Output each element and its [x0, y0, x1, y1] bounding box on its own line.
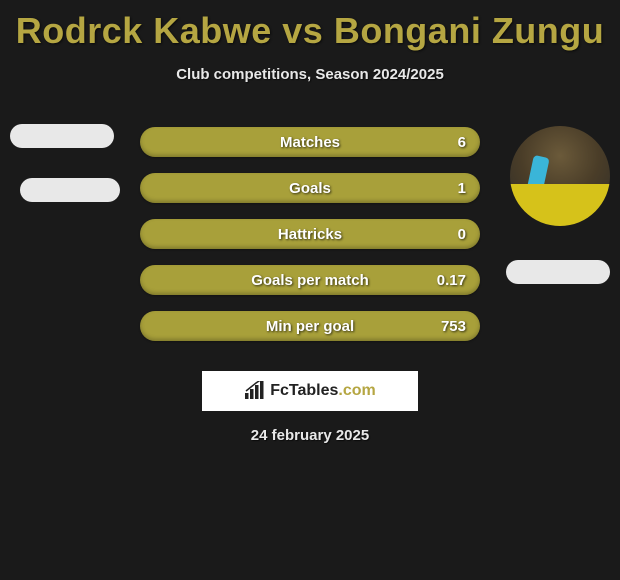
stat-value-right: 1	[458, 180, 466, 197]
chart-icon	[244, 381, 266, 401]
stat-row: Matches 6	[0, 119, 620, 165]
brand-text: FcTables.com	[270, 382, 376, 400]
stat-value-right: 753	[441, 318, 466, 335]
stat-row: Min per goal 753	[0, 303, 620, 349]
stat-label: Hattricks	[278, 226, 342, 243]
brand-name-accent: .com	[338, 382, 375, 399]
brand-name-main: FcTables	[270, 382, 338, 399]
comparison-date: 24 february 2025	[0, 427, 620, 444]
stat-bar: Goals per match 0.17	[140, 265, 480, 295]
stat-bar: Min per goal 753	[140, 311, 480, 341]
stat-row: Hattricks 0	[0, 211, 620, 257]
stat-label: Goals per match	[251, 272, 369, 289]
stat-bar: Matches 6	[140, 127, 480, 157]
stat-row: Goals 1	[0, 165, 620, 211]
stat-label: Goals	[289, 180, 331, 197]
stat-value-right: 0	[458, 226, 466, 243]
stat-label: Min per goal	[266, 318, 354, 335]
comparison-subtitle: Club competitions, Season 2024/2025	[0, 66, 620, 83]
stat-value-right: 0.17	[437, 272, 466, 289]
stat-bar: Goals 1	[140, 173, 480, 203]
stats-container: Matches 6 Goals 1 Hattricks 0 Goals per …	[0, 119, 620, 349]
stat-bar: Hattricks 0	[140, 219, 480, 249]
stat-value-right: 6	[458, 134, 466, 151]
comparison-title: Rodrck Kabwe vs Bongani Zungu	[0, 0, 620, 52]
stat-row: Goals per match 0.17	[0, 257, 620, 303]
brand-box[interactable]: FcTables.com	[202, 371, 418, 411]
stat-label: Matches	[280, 134, 340, 151]
